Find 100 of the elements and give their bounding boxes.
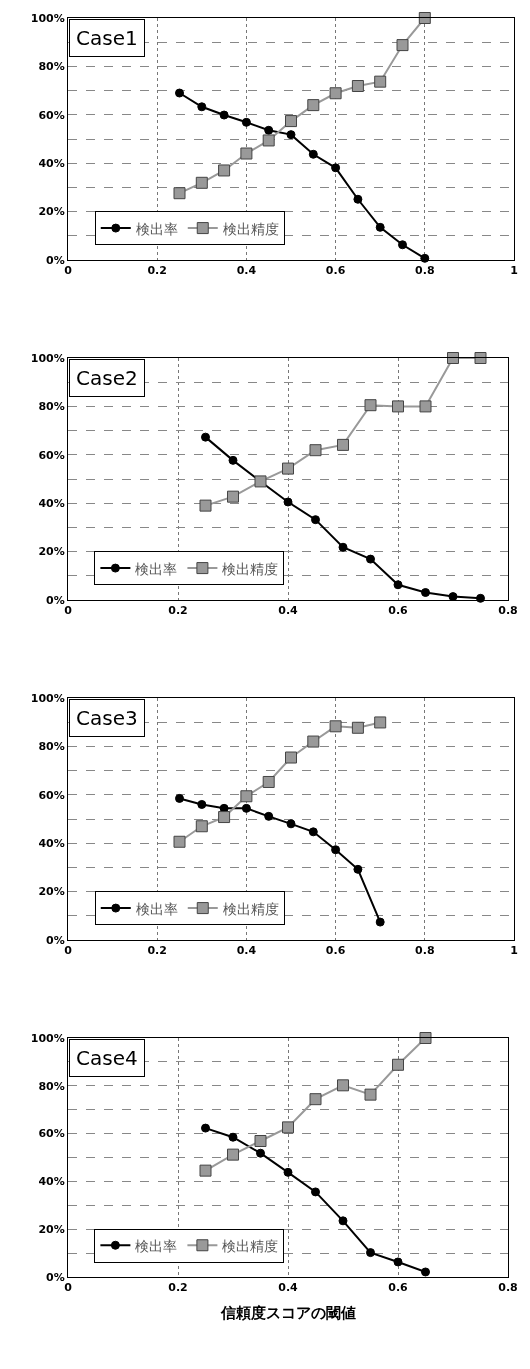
point: [329, 720, 342, 733]
x-tick-label: 0: [64, 604, 73, 618]
point: [197, 799, 207, 809]
point: [283, 497, 293, 507]
y-tick-label: 40%: [38, 157, 65, 171]
legend-label: 検出精度: [222, 1237, 279, 1254]
point: [173, 187, 186, 200]
point: [375, 222, 385, 232]
legend-label: 検出精度: [222, 560, 279, 577]
y-tick-label: 100%: [30, 351, 65, 365]
x-tick-label: 0.6: [388, 1281, 409, 1295]
point: [447, 352, 459, 364]
y-tick-label: 20%: [38, 1223, 65, 1237]
x-tick-label: 0.2: [168, 1281, 188, 1295]
point: [474, 352, 487, 364]
point: [282, 1121, 294, 1134]
point: [374, 75, 387, 88]
point: [227, 490, 239, 503]
y-tick-label: 20%: [38, 205, 65, 219]
y-tick-label: 60%: [38, 108, 65, 122]
point: [283, 1167, 293, 1177]
y-tick-label: 0%: [46, 253, 65, 267]
y-tick-label: 100%: [30, 691, 65, 705]
point: [219, 110, 229, 120]
y-tick-label: 80%: [38, 740, 65, 754]
legend-label: 検出率: [135, 900, 178, 917]
point: [256, 1148, 265, 1158]
point: [366, 1248, 375, 1258]
x-tick-label: 1: [510, 264, 518, 278]
legend-label: 検出率: [135, 220, 178, 237]
x-tick-label: 0.8: [498, 604, 518, 618]
x-tick-label: 0.4: [278, 1281, 299, 1295]
point: [337, 1079, 349, 1092]
point: [351, 721, 364, 734]
point: [331, 163, 341, 173]
point: [240, 790, 253, 803]
point: [218, 811, 231, 824]
text: Case3: [76, 706, 138, 730]
point: [195, 176, 208, 189]
point: [419, 1032, 432, 1044]
point: [329, 87, 342, 100]
text: Case2: [76, 366, 138, 390]
y-tick-label: 80%: [38, 1079, 65, 1093]
point: [199, 1164, 212, 1177]
x-tick-label: 0: [64, 1281, 73, 1295]
y-tick-label: 60%: [38, 1127, 65, 1141]
y-tick-label: 60%: [38, 788, 65, 802]
point: [199, 499, 212, 512]
point: [195, 820, 208, 833]
y-tick-label: 100%: [30, 11, 65, 25]
point: [262, 134, 275, 147]
point: [396, 39, 409, 52]
point: [264, 125, 274, 135]
y-tick-label: 40%: [38, 837, 65, 851]
point: [353, 864, 363, 874]
point: [241, 803, 251, 813]
point: [311, 1187, 320, 1197]
x-tick-label: 0.6: [388, 604, 409, 618]
point: [308, 149, 318, 159]
y-tick-label: 0%: [46, 933, 65, 947]
y-tick-label: 100%: [30, 1031, 65, 1045]
point: [421, 588, 430, 597]
point: [393, 580, 403, 590]
point: [308, 827, 318, 837]
point: [240, 147, 253, 160]
point: [351, 80, 364, 92]
point: [476, 593, 485, 603]
point: [309, 1093, 322, 1106]
x-tick-label: 0.8: [498, 1281, 518, 1295]
point: [197, 102, 207, 112]
legend-label: 検出率: [135, 1237, 178, 1254]
y-tick-label: 20%: [38, 545, 65, 559]
point: [374, 716, 387, 729]
point: [338, 542, 348, 552]
point: [375, 917, 385, 927]
point: [241, 117, 251, 127]
point: [219, 803, 229, 813]
x-tick-label: 0.2: [147, 944, 167, 958]
x-tick-label: 0.2: [147, 264, 167, 278]
point: [201, 432, 210, 442]
point: [337, 438, 349, 451]
legend-label: 検出精度: [222, 900, 279, 917]
point: [364, 1088, 377, 1101]
x-tick-label: 0.4: [236, 264, 257, 278]
point: [285, 115, 297, 128]
point: [331, 845, 341, 855]
x-tick-label: 0.4: [236, 944, 257, 958]
point: [286, 130, 296, 140]
point: [418, 12, 431, 24]
point: [175, 793, 184, 803]
point: [419, 400, 432, 413]
point: [307, 99, 320, 112]
y-tick-label: 80%: [38, 400, 65, 414]
y-tick-label: 80%: [38, 60, 65, 74]
x-tick-label: 1: [510, 944, 518, 958]
point: [262, 775, 275, 788]
x-tick-label: 0.2: [168, 604, 188, 618]
point: [201, 1123, 210, 1133]
point: [228, 1132, 238, 1142]
point: [218, 164, 231, 177]
